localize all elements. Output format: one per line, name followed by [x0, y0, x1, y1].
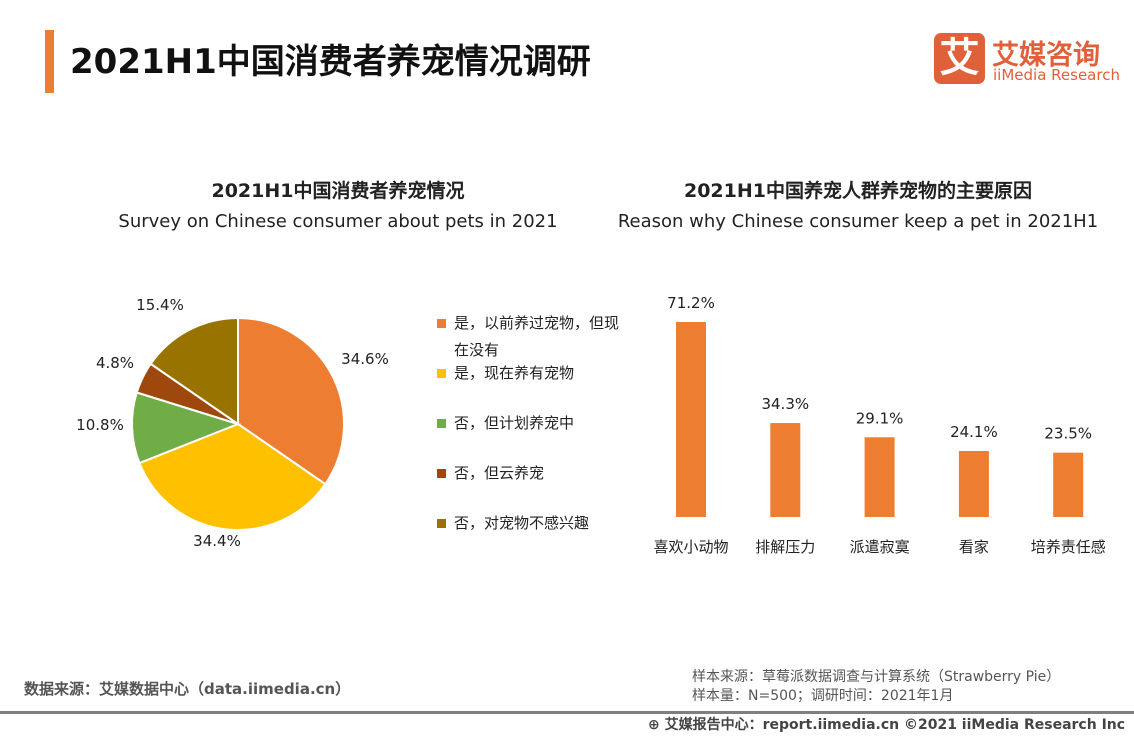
bar: [1053, 452, 1084, 517]
bar-data-label: 71.2%: [667, 294, 715, 312]
x-tick-label: 排解压力: [755, 538, 815, 556]
legend-item: 是，现在养有宠物: [437, 360, 622, 387]
report-center: ⊕ 艾媒报告中心：report.iimedia.cn ©2021 iiMedia…: [648, 714, 1125, 734]
pie-slice: [237, 316, 345, 486]
bar: [770, 423, 801, 517]
footer-divider: [0, 711, 1134, 714]
globe-icon: ⊕: [648, 717, 665, 733]
x-tick-label: 培养责任感: [1031, 538, 1106, 556]
legend-item: 否，但云养宠: [437, 460, 622, 487]
pie-chart-title: 2021H1中国消费者养宠情况: [211, 180, 465, 202]
page-title: 2021H1中国消费者养宠情况调研: [70, 42, 591, 82]
bar-data-label: 23.5%: [1044, 425, 1092, 443]
legend-swatch: [437, 319, 446, 328]
pie-data-label: 10.8%: [76, 416, 124, 434]
logo-mark: 艾: [934, 33, 985, 84]
x-tick-label: 喜欢小动物: [653, 538, 728, 556]
pie-chart-subtitle: Survey on Chinese consumer about pets in…: [118, 211, 558, 232]
x-tick-label: 派遣寂寞: [850, 538, 910, 556]
bar-data-label: 34.3%: [761, 395, 809, 413]
bar-chart-subtitle: Reason why Chinese consumer keep a pet i…: [617, 211, 1099, 232]
legend-label: 是，现在养有宠物: [454, 364, 575, 382]
pie-data-label: 34.4%: [193, 532, 241, 550]
legend-label: 否，但云养宠: [454, 464, 545, 482]
pie-data-label: 34.6%: [341, 350, 389, 368]
legend-swatch: [437, 519, 446, 528]
legend-swatch: [437, 469, 446, 478]
pie-slice: [149, 316, 239, 426]
legend-swatch: [437, 419, 446, 428]
pie-chart: 34.6% 34.4% 10.8% 4.8% 15.4%: [76, 296, 389, 550]
logo-text-en: iiMedia Research: [993, 66, 1120, 84]
pie-data-label: 4.8%: [96, 354, 134, 372]
title-accent-bar: [45, 30, 54, 93]
bar-data-label: 24.1%: [950, 423, 998, 441]
bar-chart-title: 2021H1中国养宠人群养宠物的主要原因: [683, 180, 1032, 202]
bar: [676, 322, 706, 517]
bar-data-label: 29.1%: [856, 409, 904, 427]
bar-chart: 71.2% 喜欢小动物 34.3% 排解压力 29.1% 派遣寂寞 24.1% 看家 23.5%…: [653, 294, 1106, 556]
legend-label: 否，但计划养宠中: [454, 414, 575, 432]
legend-label: 否，对宠物不感兴趣: [454, 514, 590, 532]
bar: [864, 437, 895, 517]
data-source: 数据来源：艾媒数据中心（data.iimedia.cn）: [24, 680, 351, 698]
legend-item: 是，以前养过宠物，但现在没有: [437, 310, 622, 364]
legend-item: 否，但计划养宠中: [437, 410, 622, 437]
x-tick-label: 看家: [959, 538, 989, 556]
pie-data-label: 15.4%: [136, 296, 184, 314]
legend-item: 否，对宠物不感兴趣: [437, 510, 622, 537]
logo-text-cn: 艾媒咨询: [992, 40, 1100, 71]
sample-source: 样本来源：草莓派数据调查与计算系统（Strawberry Pie）: [692, 669, 1061, 685]
pie-slice: [138, 422, 327, 531]
legend-swatch: [437, 369, 446, 378]
sample-size: 样本量：N=500；调研时间：2021年1月: [692, 688, 954, 704]
report-center-text: 艾媒报告中心：report.iimedia.cn ©2021 iiMedia R…: [664, 717, 1126, 733]
bar: [958, 450, 989, 517]
legend-label: 是，以前养过宠物，但现在没有: [454, 314, 620, 359]
pie-slice: [131, 391, 242, 465]
